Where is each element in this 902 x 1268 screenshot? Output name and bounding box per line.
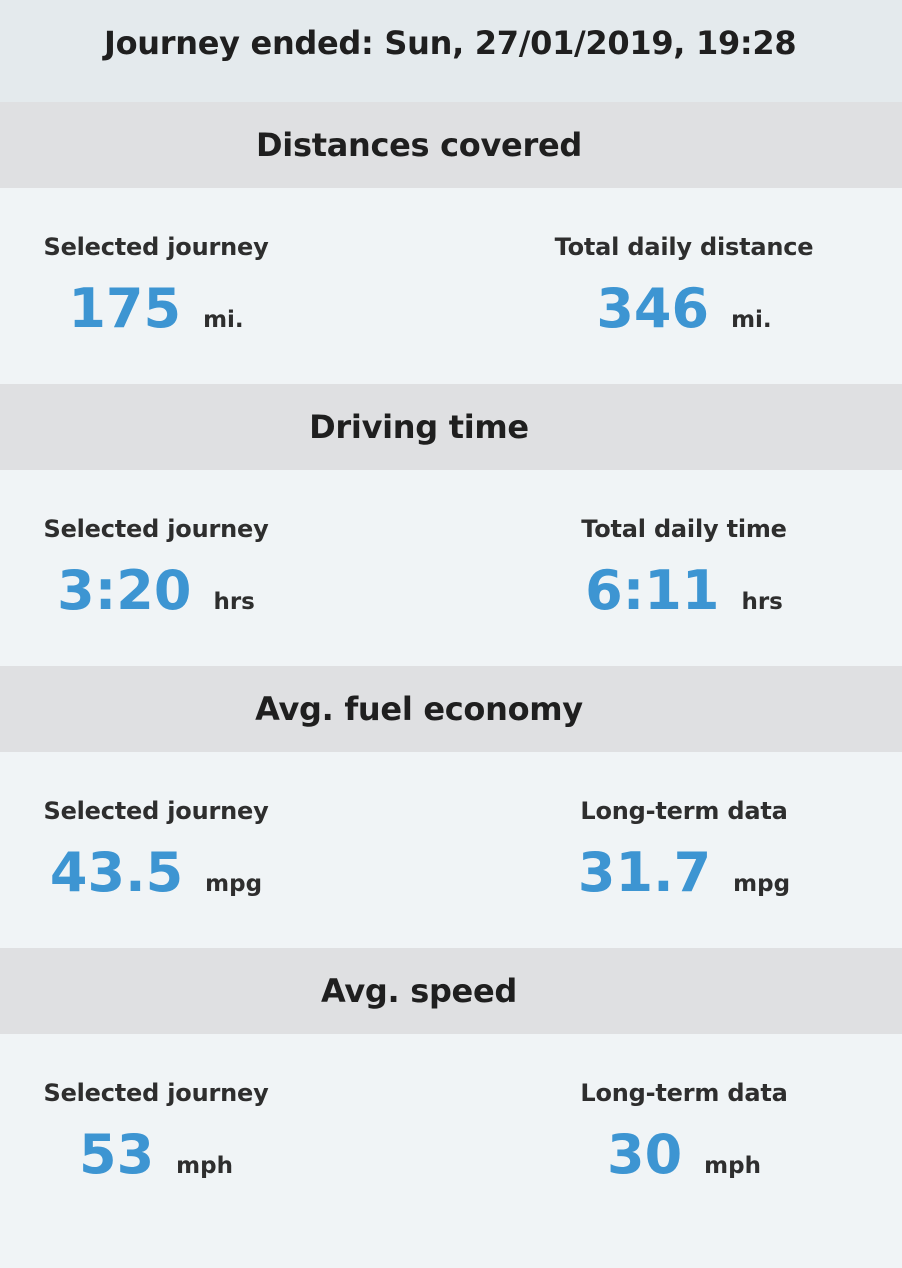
stat-unit: mi. xyxy=(203,307,244,333)
stat-value: 53 xyxy=(79,1123,155,1186)
stat-value: 30 xyxy=(607,1123,683,1186)
stat-unit: hrs xyxy=(213,589,255,615)
stat-caption: Selected journey xyxy=(43,797,269,825)
stat-caption: Selected journey xyxy=(43,1079,269,1107)
section-body-distances: Selected journey 175 mi. Total daily dis… xyxy=(0,188,902,384)
stat-unit: mph xyxy=(176,1153,233,1179)
stat-unit: mph xyxy=(704,1153,761,1179)
stat-value: 346 xyxy=(596,277,710,340)
stat-value: 6:11 xyxy=(585,559,720,622)
stat-selected-journey-speed: Selected journey 53 mph xyxy=(6,1079,306,1186)
stat-total-daily-distance: Total daily distance 346 mi. xyxy=(534,233,834,340)
stat-value: 3:20 xyxy=(57,559,192,622)
stat-caption: Total daily distance xyxy=(554,233,814,261)
stat-caption: Selected journey xyxy=(43,233,269,261)
section-body-fuel-economy: Selected journey 43.5 mpg Long-term data… xyxy=(0,752,902,948)
journey-header: Journey ended: Sun, 27/01/2019, 19:28 xyxy=(0,0,902,102)
stat-value: 43.5 xyxy=(49,841,184,904)
section-body-driving-time: Selected journey 3:20 hrs Total daily ti… xyxy=(0,470,902,666)
section-header-distances: Distances covered xyxy=(0,102,902,188)
section-title: Avg. speed xyxy=(321,972,517,1010)
stat-total-daily-time: Total daily time 6:11 hrs xyxy=(534,515,834,622)
section-header-speed: Avg. speed xyxy=(0,948,902,1034)
stat-caption: Long-term data xyxy=(580,797,788,825)
stat-long-term-fuel: Long-term data 31.7 mpg xyxy=(534,797,834,904)
stat-value: 175 xyxy=(68,277,182,340)
stat-unit: mpg xyxy=(205,871,263,897)
stat-value: 31.7 xyxy=(577,841,712,904)
stat-selected-journey-distance: Selected journey 175 mi. xyxy=(6,233,306,340)
section-header-driving-time: Driving time xyxy=(0,384,902,470)
section-title: Distances covered xyxy=(256,126,582,164)
stat-long-term-speed: Long-term data 30 mph xyxy=(534,1079,834,1186)
journey-ended-title: Journey ended: Sun, 27/01/2019, 19:28 xyxy=(104,24,797,62)
stat-caption: Selected journey xyxy=(43,515,269,543)
section-title: Avg. fuel economy xyxy=(255,690,583,728)
section-title: Driving time xyxy=(309,408,529,446)
stat-caption: Total daily time xyxy=(581,515,787,543)
stat-caption: Long-term data xyxy=(580,1079,788,1107)
stat-unit: mpg xyxy=(733,871,791,897)
stat-unit: hrs xyxy=(741,589,783,615)
stat-selected-journey-fuel: Selected journey 43.5 mpg xyxy=(6,797,306,904)
section-header-fuel-economy: Avg. fuel economy xyxy=(0,666,902,752)
stat-unit: mi. xyxy=(731,307,772,333)
section-body-speed: Selected journey 53 mph Long-term data 3… xyxy=(0,1034,902,1268)
stat-selected-journey-time: Selected journey 3:20 hrs xyxy=(6,515,306,622)
